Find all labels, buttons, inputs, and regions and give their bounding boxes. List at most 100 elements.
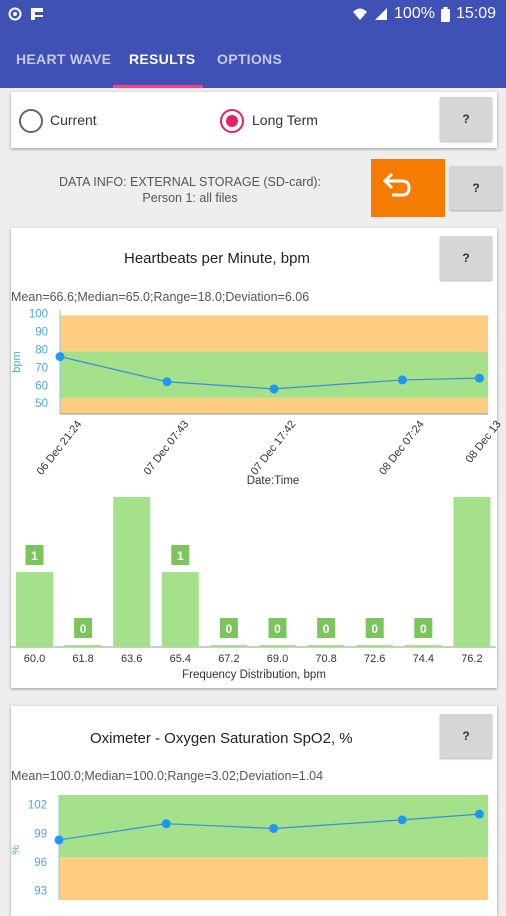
current-radio[interactable] [19, 109, 43, 133]
heart-data-point [397, 375, 407, 385]
hist-count-label: 0 [323, 622, 330, 636]
heart-x-axis-title: Date:Time [247, 475, 300, 487]
heart-y-tick-label: 100 [29, 309, 48, 321]
hist-x-tick-label: 69.0 [267, 653, 288, 665]
heart-data-point [55, 352, 65, 362]
oxi-y-axis-title: % [10, 845, 22, 855]
heart-y-axis-title: bpm [11, 351, 23, 372]
heart-y-tick-label: 60 [35, 380, 48, 392]
hist-count-label: 0 [420, 622, 427, 636]
heart-x-tick-label: 07 Dec 07:43 [142, 418, 192, 477]
active-tab-indicator [113, 85, 203, 88]
tab-bar: HEART WAVE RESULTS OPTIONS [0, 30, 506, 88]
hist-x-tick-label: 67.2 [218, 653, 239, 665]
heart-x-tick-label: 07 Dec 17:42 [249, 418, 299, 477]
oximeter-title: Oximeter - Oxygen Saturation SpO2, % [90, 730, 353, 747]
heart-rate-histogram: 160.0061.8263.6165.4067.2069.0070.8072.6… [10, 497, 496, 681]
hist-bar [210, 645, 248, 647]
hist-bar [356, 645, 394, 647]
sync-icon [8, 7, 22, 21]
hist-x-tick-label: 61.8 [72, 653, 93, 665]
battery-percentage: 100% [394, 5, 435, 22]
oxi-data-point [397, 815, 407, 825]
heart-rate-line-chart: 100 90 80 70 60 50 bpm 06 Dec 21:24 07 Dec 07:43… [11, 309, 504, 487]
heart-x-tick-label: 08 Dec 13 [463, 418, 503, 465]
back-button[interactable] [371, 159, 445, 217]
oxi-data-point [54, 835, 64, 845]
heart-stats: Mean=66.6;Median=65.0;Range=18.0;Deviati… [11, 290, 310, 304]
oximeter-help-button[interactable]: ? [440, 714, 492, 758]
hist-count-label: 0 [371, 622, 378, 636]
oximeter-stats: Mean=100.0;Median=100.0;Range=3.02;Devia… [11, 769, 324, 783]
battery-icon [440, 6, 450, 22]
hist-count-badge [25, 545, 44, 565]
clock: 15:09 [455, 5, 496, 22]
oxi-y-tick-label: 102 [28, 800, 47, 812]
hist-x-tick-label: 70.8 [315, 653, 336, 665]
hist-x-tick-label: 72.6 [364, 653, 385, 665]
signal-icon [375, 8, 388, 20]
hist-bar [16, 572, 53, 647]
hist-x-tick-label: 63.6 [121, 653, 142, 665]
heart-x-tick-label: 06 Dec 21:24 [35, 418, 85, 477]
heart-band [60, 397, 488, 414]
heart-y-tick-label: 80 [35, 344, 48, 356]
app-notification-icon [31, 8, 43, 20]
hist-bar [259, 645, 296, 647]
wifi-icon [353, 8, 368, 20]
heart-data-point [269, 384, 279, 394]
hist-x-tick-label: 74.4 [413, 653, 434, 665]
status-bar: 100% 15:09 [0, 0, 506, 30]
oximeter-line-chart: 102 99 96 93% [10, 795, 488, 900]
hist-x-tick-label: 60.0 [24, 653, 45, 665]
hist-bar [161, 572, 199, 647]
hist-bar [113, 497, 151, 647]
heart-y-tick-label: 90 [35, 327, 48, 339]
data-info: DATA INFO: EXTERNAL STORAGE (SD-card): P… [40, 174, 340, 206]
hist-count-badge [74, 618, 93, 638]
heart-rate-title: Heartbeats per Minute, bpm [124, 250, 310, 267]
hist-x-tick-label: 76.2 [461, 653, 482, 665]
hist-count-badge [268, 618, 287, 638]
info-help-button[interactable]: ? [450, 166, 502, 210]
hist-count-label: 1 [177, 549, 184, 563]
heart-y-tick-label: 70 [35, 362, 48, 374]
oxi-band [59, 857, 488, 900]
hist-count-label: 1 [31, 549, 38, 563]
undo-icon [382, 172, 411, 197]
hist-x-axis-title: Frequency Distribution, bpm [182, 669, 326, 681]
tab-options[interactable]: OPTIONS [217, 51, 283, 67]
heart-data-point [474, 373, 484, 383]
heart-rate-card [11, 228, 497, 688]
current-label: Current [50, 112, 97, 128]
heart-data-point [162, 377, 172, 387]
hist-count-label: 0 [226, 622, 233, 636]
hist-count-badge [219, 618, 238, 638]
heart-y-tick-label: 50 [35, 398, 48, 410]
hist-count-label: 0 [80, 622, 87, 636]
heart-band [60, 315, 488, 352]
hist-bar [453, 497, 491, 647]
hist-bar [307, 645, 345, 647]
tab-heart-wave[interactable]: HEART WAVE [16, 51, 112, 67]
oxi-data-point [474, 809, 484, 819]
heart-help-button[interactable]: ? [440, 236, 492, 280]
oxi-data-point [269, 823, 278, 833]
hist-count-badge [171, 545, 190, 565]
oxi-y-tick-label: 96 [34, 857, 47, 869]
oxi-y-tick-label: 99 [34, 828, 47, 840]
mode-help-button[interactable]: ? [440, 97, 492, 141]
hist-bar [404, 645, 442, 647]
mode-card: Current Long Term ? [11, 92, 497, 148]
long-term-radio[interactable] [220, 109, 244, 133]
hist-count-label: 0 [274, 622, 281, 636]
heart-x-tick-label: 08 Dec 07:24 [377, 418, 427, 477]
hist-count-badge [414, 618, 433, 638]
data-info-line1: DATA INFO: EXTERNAL STORAGE (SD-card): [58, 175, 322, 189]
tab-results[interactable]: RESULTS [129, 51, 196, 67]
long-term-label: Long Term [252, 112, 318, 128]
oxi-data-point [161, 819, 171, 829]
hist-x-tick-label: 65.4 [170, 653, 191, 665]
data-info-line2: Person 1: all files [142, 191, 238, 205]
hist-bar [64, 645, 102, 647]
